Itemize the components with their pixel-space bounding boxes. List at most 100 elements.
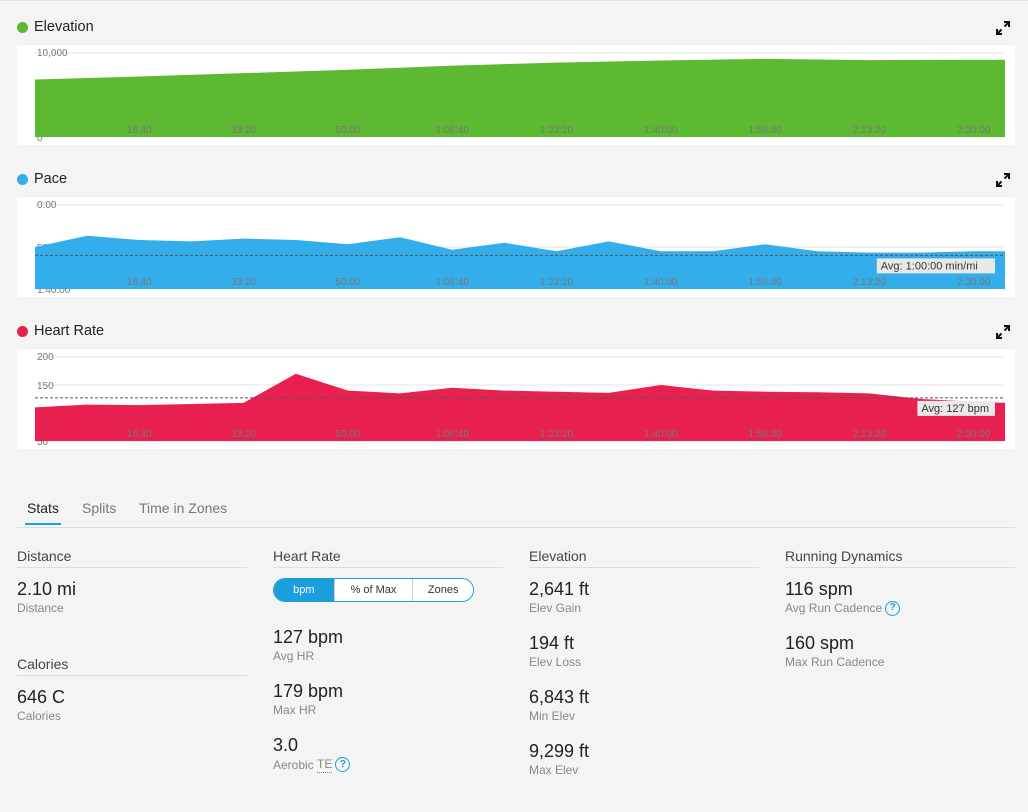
aerobic-te-abbr: TE	[317, 757, 333, 773]
elev-gain-label: Elev Gain	[529, 601, 582, 615]
x-tick-label: 1:40:00	[644, 277, 678, 288]
pace-area	[35, 235, 1005, 289]
average-label: Avg: 1:00:00 min/mi	[881, 260, 978, 272]
x-tick-label: 1:06:40	[436, 429, 470, 440]
x-tick-label: 2:30:00	[957, 429, 991, 440]
top-divider	[0, 0, 1028, 1]
y-tick-label: 0	[37, 133, 43, 144]
elev-loss-value: 194 ft	[529, 633, 575, 653]
min-elev-label: Min Elev	[529, 709, 576, 723]
pace-chart-title: Pace	[34, 171, 68, 187]
max-run-cadence-stat: 160 spm Max Run Cadence	[785, 632, 1015, 670]
elevation-chart-title: Elevation	[34, 19, 94, 35]
x-tick-label: 2:30:00	[957, 277, 991, 288]
y-tick-label: 50	[37, 437, 49, 448]
max-elev-stat: 9,299 ft Max Elev	[529, 740, 759, 778]
heart-rate-unit-toggle: bpm % of Max Zones	[273, 578, 474, 602]
y-tick-label: 200	[37, 352, 54, 363]
elevation-chart-section: Elevation 10,0005,000016:4033:2050:001:0…	[0, 17, 1028, 169]
x-tick-label: 33:20	[231, 125, 256, 136]
x-tick-label: 1:23:20	[540, 125, 574, 136]
aerobic-te-stat: 3.0 Aerobic TE ?	[273, 734, 503, 773]
min-elev-value: 6,843 ft	[529, 687, 590, 707]
elevation-group-title: Elevation	[529, 548, 759, 568]
elev-loss-stat: 194 ft Elev Loss	[529, 632, 759, 670]
min-elev-stat: 6,843 ft Min Elev	[529, 686, 759, 724]
heart-rate-group-title: Heart Rate	[273, 548, 503, 568]
average-label: Avg: 127 bpm	[921, 403, 989, 415]
max-hr-value: 179 bpm	[273, 681, 344, 701]
running-dynamics-group-title: Running Dynamics	[785, 548, 1015, 568]
calories-group-title: Calories	[17, 656, 247, 676]
max-elev-value: 9,299 ft	[529, 741, 590, 761]
elevation-chart-svg: 10,0005,000016:4033:2050:001:06:401:23:2…	[35, 48, 1005, 144]
help-icon[interactable]: ?	[885, 600, 901, 616]
heart-rate-legend-dot	[17, 325, 28, 337]
x-tick-label: 16:40	[127, 125, 152, 136]
avg-run-cadence-label: Avg Run Cadence ?	[785, 600, 1015, 616]
y-tick-label: 0:00	[37, 200, 57, 211]
help-icon[interactable]: ?	[335, 757, 351, 772]
x-tick-label: 1:56:40	[748, 429, 782, 440]
max-hr-stat: 179 bpm Max HR	[273, 680, 503, 718]
x-tick-label: 1:56:40	[748, 125, 782, 136]
heart-rate-chart-title: Heart Rate	[34, 323, 105, 339]
x-tick-label: 1:23:20	[540, 429, 574, 440]
elevation-chart-header: Elevation	[17, 17, 94, 37]
running-dynamics-column: Running Dynamics 116 spm Avg Run Cadence…	[785, 548, 1015, 686]
avg-hr-value: 127 bpm	[273, 627, 344, 647]
stats-tabs: Stats Splits Time in Zones	[17, 494, 1015, 528]
avg-run-cadence-value: 116 spm	[785, 579, 853, 599]
heart-rate-chart: 20015010050Avg: 127 bpm16:4033:2050:001:…	[17, 349, 1015, 449]
x-tick-label: 1:06:40	[436, 125, 470, 136]
max-run-cadence-value: 160 spm	[785, 633, 855, 653]
toggle-percent-max-button[interactable]: % of Max	[333, 579, 413, 601]
y-tick-label: 1:40:00	[37, 285, 71, 296]
distance-group-title: Distance	[17, 548, 247, 568]
toggle-zones-button[interactable]: Zones	[412, 579, 473, 601]
toggle-bpm-button[interactable]: bpm	[274, 579, 334, 601]
x-tick-label: 50:00	[335, 125, 360, 136]
x-tick-label: 2:13:20	[853, 429, 887, 440]
avg-hr-stat: 127 bpm Avg HR	[273, 626, 503, 664]
tab-time-in-zones[interactable]: Time in Zones	[139, 500, 228, 516]
y-tick-label: 10,000	[37, 48, 68, 59]
pace-chart-section: Pace 0:00 50:00 1:40:00 Avg: 1:00:00 min/mi…	[0, 169, 1028, 321]
average-label-box	[876, 258, 995, 274]
pace-legend-dot	[17, 173, 28, 185]
expand-icon[interactable]	[996, 325, 1010, 339]
elevation-legend-dot	[17, 21, 28, 33]
expand-icon[interactable]	[996, 173, 1010, 187]
calories-value: 646 C	[17, 687, 66, 707]
x-tick-label: 16:40	[127, 429, 152, 440]
x-tick-label: 1:23:20	[540, 277, 574, 288]
pace-chart-header: Pace	[17, 169, 67, 189]
pace-chart-svg: 0:00 50:00 1:40:00 Avg: 1:00:00 min/mi 16:40…	[35, 200, 1005, 296]
x-tick-label: 2:13:20	[853, 277, 887, 288]
aerobic-te-value: 3.0	[273, 735, 299, 755]
heart-rate-area	[35, 373, 1005, 441]
aerobic-te-label: Aerobic TE ?	[273, 756, 503, 773]
x-tick-label: 1:06:40	[436, 277, 470, 288]
avg-run-cadence-stat: 116 spm Avg Run Cadence ?	[785, 578, 1015, 616]
calories-label: Calories	[17, 709, 62, 723]
x-tick-label: 33:20	[231, 277, 256, 288]
distance-calories-column: Distance 2.10 mi Distance Calories 646 C…	[17, 548, 247, 740]
x-tick-label: 50:00	[335, 277, 360, 288]
max-run-cadence-label: Max Run Cadence	[785, 655, 885, 669]
elevation-stats-column: Elevation 2,641 ft Elev Gain 194 ft Elev…	[529, 548, 759, 794]
x-tick-label: 2:13:20	[853, 125, 887, 136]
calories-stat: 646 C Calories	[17, 686, 247, 724]
distance-label: Distance	[17, 601, 64, 615]
heart-rate-chart-header: Heart Rate	[17, 321, 104, 341]
x-tick-label: 1:40:00	[644, 125, 678, 136]
elev-gain-stat: 2,641 ft Elev Gain	[529, 578, 759, 616]
tab-stats[interactable]: Stats	[25, 500, 61, 525]
heart-rate-stats-column: Heart Rate bpm % of Max Zones 127 bpm Av…	[273, 548, 503, 789]
avg-hr-label: Avg HR	[273, 649, 315, 663]
tab-splits[interactable]: Splits	[82, 500, 117, 516]
heart-rate-chart-section: Heart Rate 20015010050Avg: 127 bpm16:403…	[0, 321, 1028, 473]
expand-icon[interactable]	[996, 21, 1010, 35]
elevation-area	[35, 58, 1005, 138]
elev-gain-value: 2,641 ft	[529, 579, 590, 599]
